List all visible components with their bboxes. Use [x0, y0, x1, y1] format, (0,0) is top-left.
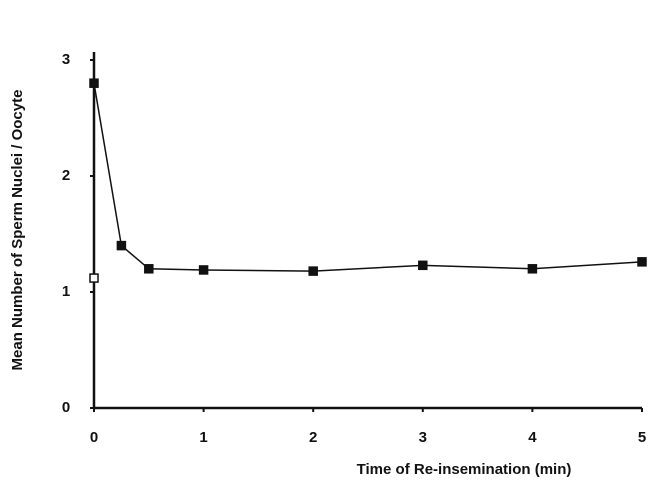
- x-tick-label: 2: [309, 429, 317, 446]
- data-point: [89, 78, 99, 88]
- data-point: [308, 266, 318, 276]
- data-point: [198, 265, 209, 275]
- data-line: [93, 83, 643, 272]
- data-point: [637, 257, 647, 267]
- data-point: [418, 260, 428, 271]
- y-tick-label: 0: [62, 399, 70, 416]
- y-axis-label: Mean Number of Sperm Nuclei / Oocyte: [9, 90, 26, 371]
- data-point: [116, 240, 127, 251]
- y-tick-label: 2: [62, 167, 70, 184]
- x-tick-label: 0: [90, 429, 98, 446]
- x-axis-label: Time of Re-insemination (min): [357, 461, 572, 478]
- data-point: [89, 273, 99, 283]
- x-tick-label: 1: [199, 429, 207, 446]
- data-point: [527, 264, 538, 274]
- data-point: [144, 264, 154, 274]
- y-tick-label: 3: [62, 51, 70, 68]
- x-tick-label: 4: [528, 429, 537, 446]
- x-tick-label: 3: [419, 429, 427, 446]
- x-tick-label: 5: [638, 429, 646, 446]
- y-tick-label: 1: [62, 283, 70, 300]
